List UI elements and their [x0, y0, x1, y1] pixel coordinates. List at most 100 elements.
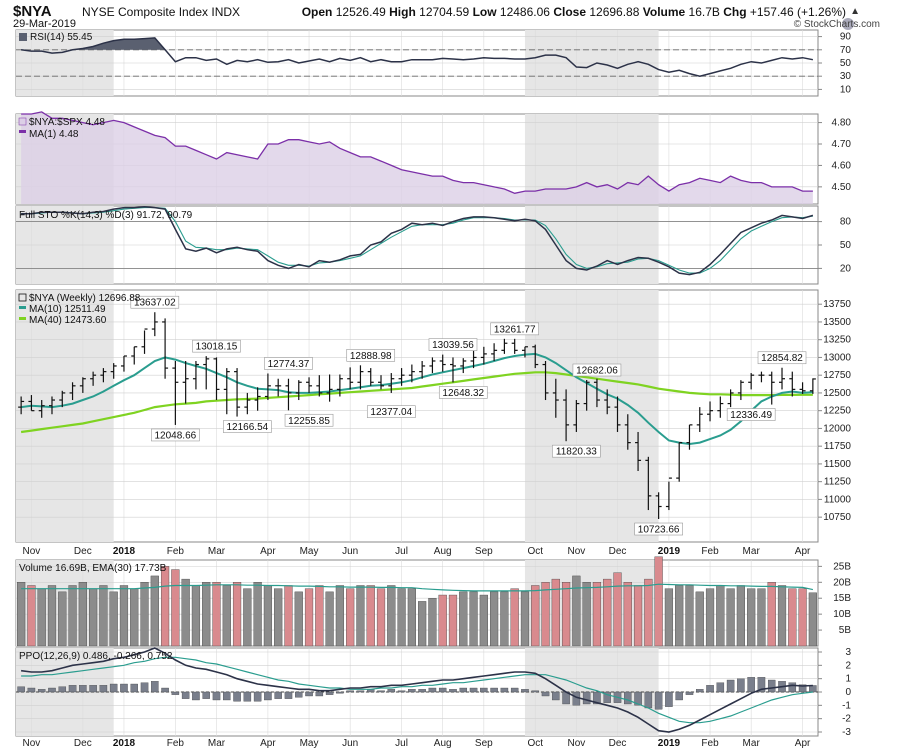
- price-panel-shade-band: [16, 290, 114, 542]
- price-axis-tick-label: 10750: [823, 512, 851, 523]
- volume-bar: [777, 585, 787, 647]
- ppo-histogram-bar: [356, 690, 365, 693]
- volume-title: Volume 16.69B, EMA(30) 17.73B: [19, 563, 167, 574]
- volume-bar: [623, 582, 632, 647]
- ppo-histogram-bar: [58, 686, 67, 693]
- ppo-histogram-bar: [767, 679, 776, 693]
- x-axis-label-bottom: May: [300, 738, 319, 749]
- volume-bar: [181, 578, 190, 647]
- volume-bar: [438, 594, 447, 647]
- ppo-histogram-bar: [377, 690, 385, 693]
- rsi-axis-tick-label: 90: [840, 32, 852, 43]
- x-axis-label-bottom: Mar: [208, 738, 226, 749]
- volume-bar: [695, 591, 704, 647]
- ppo-axis-tick-label: -3: [842, 727, 851, 738]
- volume-bar: [356, 585, 365, 647]
- ppo-histogram-bar: [243, 691, 252, 702]
- volume-bar: [582, 582, 591, 647]
- ppo-histogram-bar: [747, 677, 755, 693]
- price-annotation-label: 12774.37: [268, 359, 310, 370]
- ppo-histogram-bar: [315, 691, 324, 697]
- volume-bar: [520, 591, 530, 647]
- x-axis-label-bottom: 2018: [113, 738, 136, 749]
- price-annotation-label: 12682.06: [576, 366, 618, 377]
- price-axis-tick-label: 12000: [823, 423, 851, 434]
- ppo-signal-line: [21, 656, 813, 724]
- volume-bar: [716, 585, 725, 647]
- price-annotation-box: [634, 522, 683, 536]
- ppo-axis-tick-label: 0: [845, 687, 851, 698]
- volume-bar: [726, 588, 735, 647]
- ppo-histogram-bar: [202, 691, 210, 699]
- price-axis-tick-label: 13500: [823, 317, 851, 328]
- ppo-histogram-bar: [397, 690, 406, 693]
- price-annotation-box: [284, 413, 334, 427]
- volume-bar: [109, 591, 118, 647]
- price-annotation-box: [757, 351, 807, 365]
- quote-line: Open 12526.49 High 12704.59 Low 12486.06…: [302, 5, 846, 19]
- ppo-histogram-bar: [99, 685, 108, 693]
- ppo-histogram-bar: [552, 691, 560, 701]
- price-axis-tick-label: 11500: [824, 459, 852, 470]
- volume-bar: [325, 591, 334, 647]
- volume-axis-tick-label: 20B: [833, 577, 851, 588]
- rsi-axis-tick-label: 70: [840, 45, 852, 56]
- sto-axis-tick-label: 50: [840, 240, 852, 251]
- volume-bar: [654, 556, 663, 647]
- volume-bar: [346, 588, 355, 647]
- ppo-histogram-bar: [603, 691, 611, 703]
- x-axis-label-bottom: 2019: [658, 738, 681, 749]
- ppo-histogram-bar: [500, 687, 509, 693]
- volume-bar: [531, 585, 540, 647]
- chg-value: +157.46 (+1.26%): [749, 5, 846, 19]
- ppo-histogram-bar: [798, 684, 807, 693]
- ratio-ma-legend-icon: [19, 130, 26, 133]
- price-annotation-label: 12377.04: [370, 407, 412, 418]
- ppo-axis-tick-label: -1: [842, 700, 851, 711]
- price-annotation-box: [346, 349, 396, 362]
- ppo-axis-tick-label: 1: [845, 674, 851, 685]
- x-axis-label: Apr: [260, 546, 276, 557]
- volume-bar: [130, 588, 139, 647]
- volume-bar: [315, 585, 324, 647]
- ppo-histogram-bar: [788, 682, 797, 693]
- volume-bar: [747, 588, 756, 647]
- ratio-line: [21, 111, 813, 194]
- price-legend-icon: [18, 293, 27, 302]
- x-axis-label-bottom: Dec: [74, 738, 92, 749]
- high-value: 12704.59: [419, 5, 470, 19]
- ppo-histogram-bar: [531, 690, 539, 693]
- x-axis-label-bottom: Feb: [701, 738, 719, 749]
- volume-bar: [68, 585, 77, 647]
- ppo-histogram-bar: [644, 691, 653, 709]
- ppo-histogram-bar: [305, 691, 313, 697]
- volume-bar: [212, 582, 221, 647]
- volume-bar: [808, 592, 817, 647]
- ppo-histogram-bar: [151, 681, 159, 693]
- ppo-histogram-bar: [37, 689, 46, 693]
- price-title: $NYA (Weekly) 12696.88: [29, 293, 141, 304]
- price-annotation-label: 13261.77: [494, 324, 536, 335]
- ma40-legend-label: MA(40) 12473.60: [29, 315, 107, 326]
- price-annotation-label: 12048.66: [155, 430, 197, 441]
- ppo-histogram-bar: [809, 685, 817, 693]
- volume-bar: [78, 582, 87, 647]
- volume-bar: [89, 588, 98, 647]
- ppo-histogram-bar: [140, 682, 149, 693]
- price-annotation-box: [490, 322, 539, 336]
- chg-up-arrow-icon: ▲: [850, 6, 860, 17]
- volume-bar: [99, 585, 108, 647]
- source-credit: © StockCharts.com: [793, 19, 880, 30]
- volume-bar: [376, 588, 386, 647]
- volume-bar: [304, 588, 314, 647]
- symbol-title: $NYA: [13, 3, 52, 20]
- volume-bar: [510, 588, 519, 647]
- price-annotation-box: [151, 428, 200, 442]
- volume-bar: [274, 588, 283, 647]
- x-axis-label-bottom: Apr: [795, 738, 811, 749]
- high-label: High: [389, 5, 416, 19]
- x-axis-label-bottom: Jun: [342, 738, 358, 749]
- price-axis-tick-label: 11250: [824, 477, 852, 488]
- volume-bar: [366, 585, 375, 647]
